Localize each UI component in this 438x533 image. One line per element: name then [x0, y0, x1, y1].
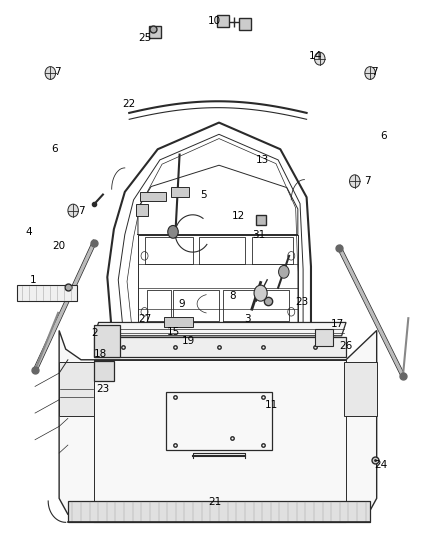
Bar [59, 362, 94, 416]
Text: 5: 5 [200, 190, 207, 199]
Polygon shape [17, 285, 77, 301]
Text: 7: 7 [364, 176, 371, 186]
Text: 27: 27 [138, 314, 151, 324]
Bar [344, 362, 377, 416]
Bar [140, 192, 166, 201]
Text: 13: 13 [256, 155, 269, 165]
Text: 18: 18 [94, 350, 107, 359]
Circle shape [365, 67, 375, 79]
Text: 11: 11 [265, 400, 278, 410]
Text: 6: 6 [380, 131, 387, 141]
Bar [94, 361, 114, 381]
Bar [315, 329, 333, 346]
Text: 4: 4 [25, 227, 32, 237]
Text: 10: 10 [208, 17, 221, 26]
Text: 14: 14 [309, 51, 322, 61]
Bar [164, 317, 193, 327]
Circle shape [350, 175, 360, 188]
Text: 9: 9 [178, 299, 185, 309]
Circle shape [45, 67, 56, 79]
Circle shape [168, 225, 178, 238]
Text: 6: 6 [51, 144, 58, 154]
Text: 15: 15 [166, 327, 180, 337]
Text: 23: 23 [96, 384, 110, 394]
Bar [136, 204, 148, 216]
Text: 7: 7 [78, 206, 85, 215]
Text: 21: 21 [208, 497, 221, 507]
Text: 19: 19 [182, 336, 195, 346]
Polygon shape [94, 337, 346, 357]
Text: 7: 7 [371, 67, 378, 77]
Text: 25: 25 [138, 34, 151, 43]
Polygon shape [68, 501, 370, 522]
Text: 22: 22 [123, 99, 136, 109]
Text: 7: 7 [53, 67, 60, 77]
Bar [166, 392, 272, 450]
Circle shape [314, 52, 325, 65]
Text: 8: 8 [229, 291, 236, 301]
Text: 23: 23 [296, 297, 309, 307]
Text: 17: 17 [331, 319, 344, 329]
Polygon shape [94, 322, 346, 336]
Text: 24: 24 [374, 460, 388, 470]
Polygon shape [59, 330, 377, 522]
Circle shape [68, 204, 78, 217]
Text: 26: 26 [339, 342, 353, 351]
Circle shape [254, 285, 267, 301]
Text: 12: 12 [232, 211, 245, 221]
Text: 2: 2 [91, 328, 98, 338]
Text: 3: 3 [244, 314, 251, 324]
Text: 20: 20 [53, 241, 66, 251]
Text: 1: 1 [29, 275, 36, 285]
Text: 31: 31 [252, 230, 265, 239]
Bar [171, 187, 189, 197]
Bar [94, 325, 120, 357]
Circle shape [279, 265, 289, 278]
